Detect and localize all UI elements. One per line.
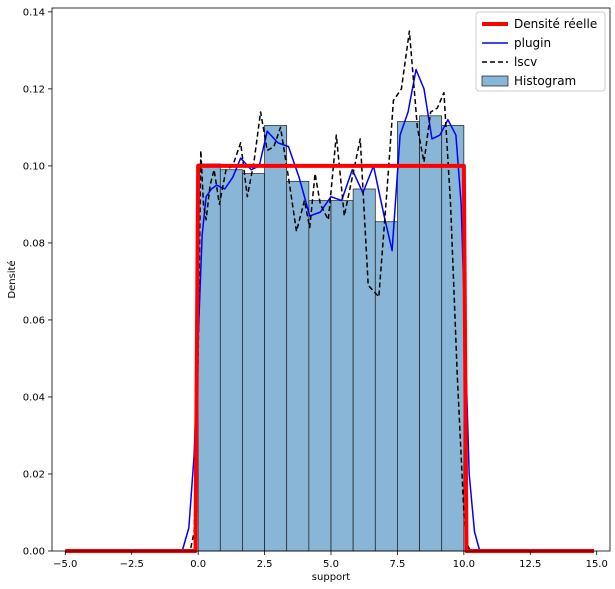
histogram-bar bbox=[197, 163, 221, 552]
x-axis: −5.0 −2.5 0.0 2.5 5.0 7.5 10.0 12.5 15.0 bbox=[53, 551, 608, 570]
y-tick-label: 0.02 bbox=[23, 469, 45, 480]
histogram-bar bbox=[242, 173, 265, 552]
y-tick-label: 0.14 bbox=[23, 7, 45, 18]
histogram-bar bbox=[286, 180, 310, 552]
histogram-bar bbox=[330, 200, 354, 552]
y-tick-label: 0.12 bbox=[23, 84, 45, 95]
y-tick-label: 0.04 bbox=[23, 392, 45, 403]
x-tick-label: 12.5 bbox=[519, 559, 541, 570]
series-line-plugin bbox=[65, 68, 595, 552]
x-tick-label: 7.5 bbox=[389, 559, 405, 570]
histogram-bar bbox=[264, 125, 288, 552]
y-axis: 0.00 0.02 0.04 0.06 0.08 0.10 0.12 0.14 bbox=[23, 7, 52, 558]
x-tick-label: 5.0 bbox=[323, 559, 339, 570]
legend-label: Densité réelle bbox=[514, 17, 597, 31]
x-tick-label: −5.0 bbox=[53, 559, 77, 570]
histogram-bar bbox=[308, 200, 332, 552]
legend-label: Histogram bbox=[514, 74, 576, 88]
histogram-bar bbox=[419, 115, 443, 552]
y-axis-title: Densité bbox=[6, 260, 18, 298]
legend-label: plugin bbox=[514, 36, 551, 50]
x-tick-label: 0.0 bbox=[190, 559, 206, 570]
histogram-bar bbox=[374, 221, 398, 552]
histogram-bar bbox=[397, 121, 420, 552]
y-tick-label: 0.00 bbox=[23, 547, 45, 558]
series-line-lscv bbox=[65, 30, 595, 552]
x-tick-label: 2.5 bbox=[257, 559, 273, 570]
histogram-bars bbox=[197, 115, 465, 552]
legend-box bbox=[475, 11, 606, 92]
histogram-bar bbox=[352, 188, 376, 552]
x-axis-title: support bbox=[312, 572, 350, 583]
y-tick-label: 0.08 bbox=[23, 238, 45, 249]
x-tick-label: −2.5 bbox=[120, 559, 144, 570]
x-tick-label: 10.0 bbox=[453, 559, 475, 570]
legend-swatch-histogram bbox=[481, 75, 509, 87]
legend-label: lscv bbox=[514, 55, 537, 69]
y-tick-label: 0.10 bbox=[23, 161, 45, 172]
histogram-bar bbox=[219, 169, 243, 552]
x-tick-label: 15.0 bbox=[586, 559, 608, 570]
y-tick-label: 0.06 bbox=[23, 315, 45, 326]
legend: Densité réelle plugin lscv Histogram bbox=[475, 11, 606, 92]
